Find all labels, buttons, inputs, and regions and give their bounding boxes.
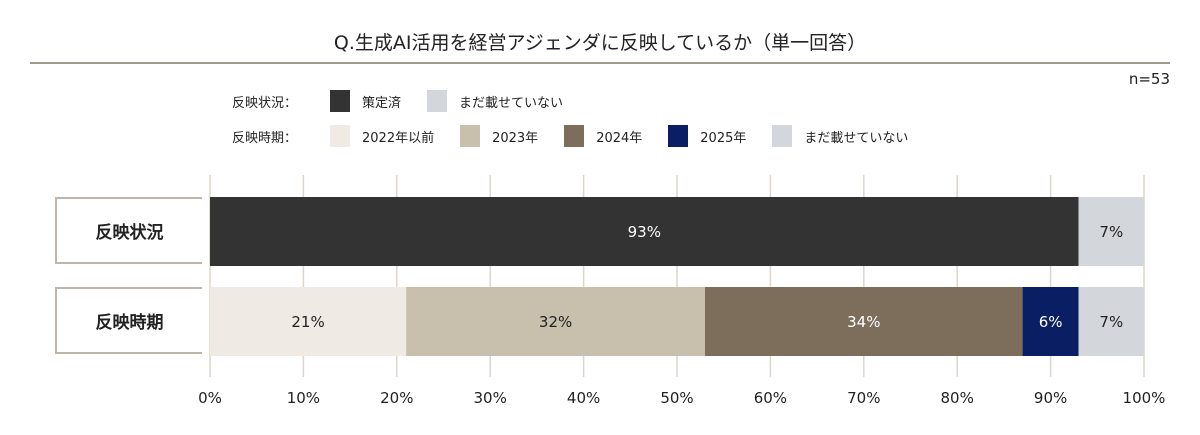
legend-swatch <box>564 125 585 147</box>
legend-item: 策定済 <box>330 90 401 112</box>
legend-item: まだ載せていない <box>772 125 908 147</box>
legend-swatch <box>668 125 689 147</box>
row-label-timing: 反映時期 <box>55 287 202 354</box>
data-label: 7% <box>1099 313 1123 331</box>
legend-item: 2024年 <box>564 125 642 147</box>
legend-text: 2024年 <box>596 130 643 146</box>
x-tick-label: 10% <box>287 389 320 407</box>
x-tick-label: 90% <box>1034 389 1067 407</box>
legend-swatch <box>460 125 481 147</box>
legend-swatch <box>427 90 448 112</box>
data-label: 32% <box>539 313 572 331</box>
x-tick-label: 100% <box>1123 389 1166 407</box>
legend-text: 2025年 <box>700 130 747 146</box>
legend-row: 反映時期： 2022年以前 2023年 2024年 2025年 まだ載せていない <box>232 125 934 147</box>
bar-segment <box>1022 287 1079 356</box>
data-label: 21% <box>291 313 324 331</box>
legend-text: まだ載せていない <box>459 95 564 111</box>
legend-text: 2022年以前 <box>362 130 435 146</box>
data-label: 6% <box>1039 313 1063 331</box>
legend-text: 策定済 <box>362 95 402 111</box>
x-tick-label: 0% <box>198 389 222 407</box>
x-tick-label: 80% <box>941 389 974 407</box>
data-label: 7% <box>1099 223 1123 241</box>
title-divider <box>30 62 1170 64</box>
bar-segment <box>1078 287 1144 356</box>
legend-item: 2023年 <box>460 125 538 147</box>
x-tick-label: 50% <box>660 389 693 407</box>
legend-swatch <box>330 90 350 112</box>
legend-item: 2022年以前 <box>330 125 434 147</box>
x-tick-label: 70% <box>847 389 880 407</box>
bar-segment <box>1078 197 1144 266</box>
x-tick-label: 30% <box>474 389 507 407</box>
bar-segment <box>406 287 706 356</box>
bar-segment <box>705 287 1023 356</box>
legend-swatch <box>330 125 350 147</box>
legend-text: まだ載せていない <box>804 130 909 146</box>
legend-text: 2023年 <box>492 130 539 146</box>
bar-segment <box>210 287 407 356</box>
x-tick-label: 60% <box>754 389 787 407</box>
legend-swatch <box>772 125 793 147</box>
sample-size: n=53 <box>1128 70 1170 88</box>
chart-title: Q.生成AI活用を経営アジェンダに反映しているか（単一回答） <box>333 32 867 54</box>
data-label: 34% <box>847 313 880 331</box>
legend-group-label: 反映時期： <box>232 130 298 146</box>
legend-group-label: 反映状況： <box>232 95 298 111</box>
x-tick-label: 40% <box>567 389 600 407</box>
bar-segment <box>210 197 1079 266</box>
data-label: 93% <box>628 223 661 241</box>
legend-row: 反映状況： 策定済 まだ載せていない <box>232 90 589 112</box>
x-tick-label: 20% <box>380 389 413 407</box>
legend-item: まだ載せていない <box>427 90 563 112</box>
legend-item: 2025年 <box>668 125 746 147</box>
row-label-status: 反映状況 <box>55 197 202 264</box>
